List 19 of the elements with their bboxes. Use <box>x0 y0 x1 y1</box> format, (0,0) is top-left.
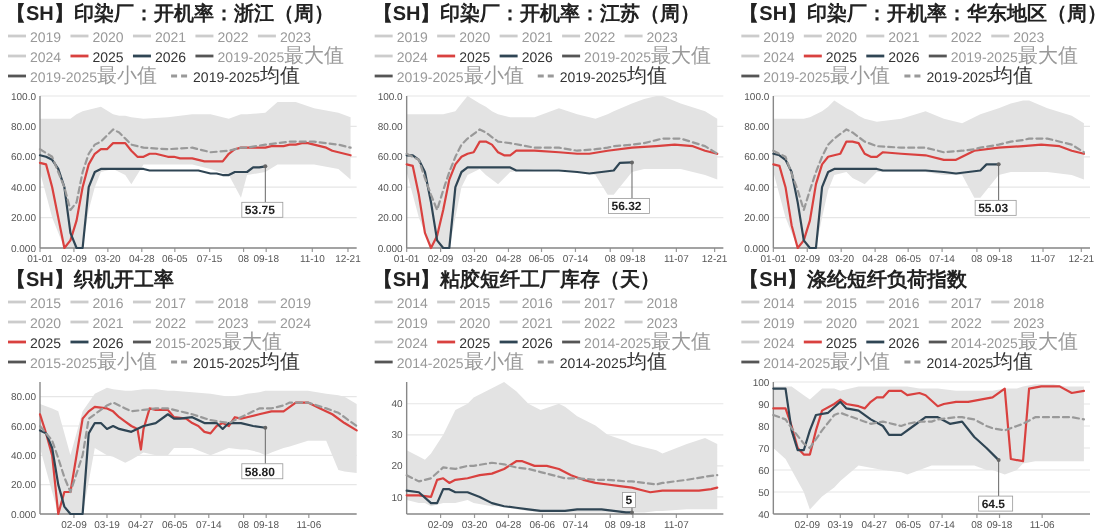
line-series <box>772 411 1086 450</box>
line-series <box>38 401 358 494</box>
line-series <box>772 140 1086 250</box>
chart-title: 【SH】印染厂：开机率：浙江（周） <box>6 2 334 26</box>
line-series <box>772 128 1086 212</box>
line-series <box>405 460 719 499</box>
line-series <box>405 140 719 250</box>
line-series <box>772 387 1000 462</box>
chart-title: 【SH】涤纶短纤负荷指数 <box>739 268 970 292</box>
line-series <box>405 461 719 486</box>
chart-title: 【SH】粘胶短纤工厂库存（天） <box>372 268 661 292</box>
line-series <box>38 142 352 250</box>
chart-title: 【SH】织机开工率 <box>6 268 174 292</box>
line-series <box>405 488 634 514</box>
line-series <box>38 128 352 212</box>
chart-title: 【SH】印染厂：开机率：华东地区（周） <box>739 2 1100 26</box>
line-series <box>405 128 719 212</box>
chart-title: 【SH】印染厂：开机率：江苏（周） <box>372 2 701 26</box>
line-series <box>772 385 1086 463</box>
